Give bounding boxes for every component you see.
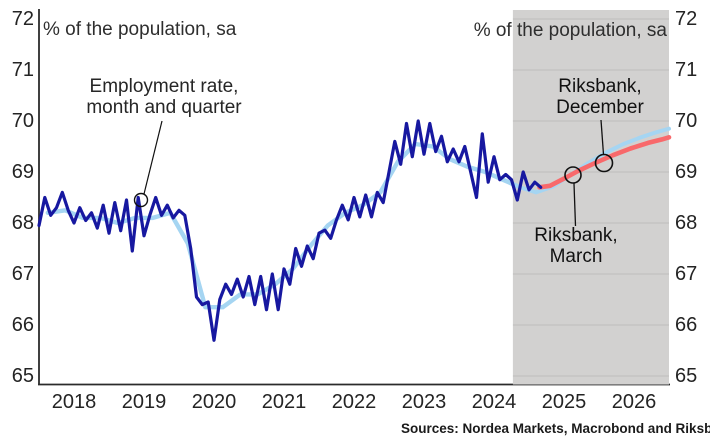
y-tick-right-65: 65: [675, 365, 698, 387]
forecast-band: [512, 10, 669, 385]
employment-annotation-line2: month and quarter: [86, 97, 242, 118]
y-tick-right-70: 70: [675, 110, 698, 132]
y-tick-right-71: 71: [675, 59, 698, 81]
y-tick-left-65: 65: [11, 365, 34, 387]
december-annotation-circle: [594, 153, 614, 173]
x-tick-2021: 2021: [261, 391, 307, 413]
x-tick-2023: 2023: [401, 391, 447, 413]
employment-annotation-circle: [133, 192, 149, 208]
march-annotation-pointer: [573, 183, 577, 227]
december-annotation-pointer: [600, 119, 605, 155]
y-tick-right-72: 72: [675, 8, 698, 30]
y-tick-right-67: 67: [675, 263, 698, 285]
x-tick-2022: 2022: [331, 391, 377, 413]
x-tick-2020: 2020: [191, 391, 237, 413]
series-riksbank-march-forecast: [537, 135, 672, 190]
y-tick-right-68: 68: [675, 212, 698, 234]
riksbank-march-annotation: Riksbank, March: [486, 225, 666, 267]
y-tick-left-70: 70: [11, 110, 34, 132]
employment-annotation-line1: Employment rate,: [89, 76, 239, 97]
riksbank-december-line1: Riksbank,: [558, 76, 642, 97]
riksbank-december-line2: December: [556, 97, 644, 118]
riksbank-december-annotation: Riksbank, December: [510, 76, 690, 118]
unit-label-right: % of the population, sa: [473, 20, 667, 41]
chart-series: [37, 119, 672, 342]
employment-annotation: Employment rate, month and quarter: [54, 76, 274, 118]
source-note: Sources: Nordea Markets, Macrobond and R…: [401, 421, 710, 436]
riksbank-march-line1: Riksbank,: [534, 225, 618, 246]
employment-annotation-pointer: [143, 120, 163, 195]
gridlines: [512, 18, 669, 377]
y-tick-right-69: 69: [675, 161, 698, 183]
unit-label-left: % of the population, sa: [43, 19, 237, 40]
y-tick-right-66: 66: [675, 314, 698, 336]
y-tick-left-66: 66: [11, 314, 34, 336]
y-tick-left-72: 72: [11, 8, 34, 30]
x-tick-2025: 2025: [541, 391, 587, 413]
march-annotation-circle: [564, 166, 582, 184]
x-tick-2018: 2018: [51, 391, 97, 413]
x-tick-2019: 2019: [121, 391, 167, 413]
y-tick-left-71: 71: [11, 59, 34, 81]
annotation-markers: [133, 119, 614, 227]
riksbank-march-line2: March: [549, 246, 603, 267]
y-tick-left-67: 67: [11, 263, 34, 285]
x-tick-2024: 2024: [471, 391, 517, 413]
y-tick-left-69: 69: [11, 161, 34, 183]
series-employment-rate-month: [37, 119, 543, 342]
y-tick-left-68: 68: [11, 212, 34, 234]
x-tick-2026: 2026: [611, 391, 657, 413]
